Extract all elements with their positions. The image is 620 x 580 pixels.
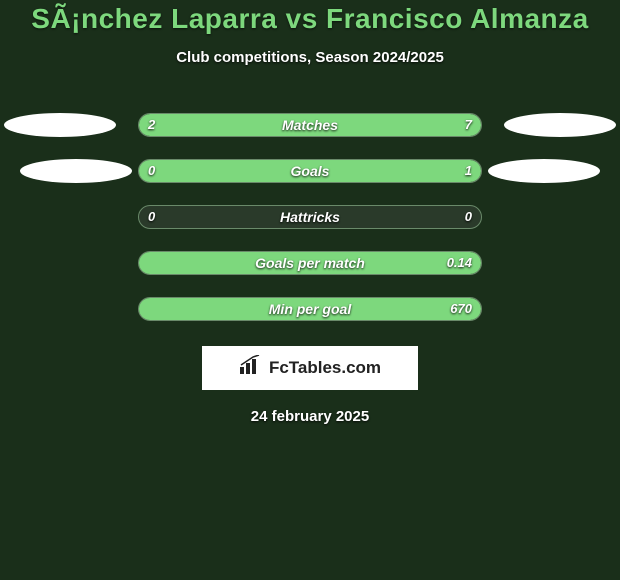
bar-chart-icon <box>239 355 263 380</box>
stat-bar-right <box>139 252 481 274</box>
subtitle: Club competitions, Season 2024/2025 <box>0 49 620 102</box>
stat-bar-track <box>138 251 482 275</box>
brand-text: FcTables.com <box>269 358 381 378</box>
stat-row: Hattricks00 <box>0 194 620 240</box>
stat-bar-track <box>138 113 482 137</box>
stat-bar-left <box>139 114 214 136</box>
page-title: SÃ¡nchez Laparra vs Francisco Almanza <box>0 4 620 49</box>
date-line: 24 february 2025 <box>0 390 620 425</box>
stat-bar-right <box>139 160 481 182</box>
stat-bar-track <box>138 159 482 183</box>
player-marker-right <box>504 113 616 137</box>
stat-rows: Matches27Goals01Hattricks00Goals per mat… <box>0 102 620 332</box>
stat-bar-track <box>138 205 482 229</box>
stat-row: Goals per match0.14 <box>0 240 620 286</box>
stat-bar-right <box>214 114 481 136</box>
stat-bar-track <box>138 297 482 321</box>
stat-row: Matches27 <box>0 102 620 148</box>
player-marker-left <box>20 159 132 183</box>
stat-bar-right <box>139 298 481 320</box>
stat-row: Goals01 <box>0 148 620 194</box>
brand-badge: FcTables.com <box>202 346 418 390</box>
player-marker-left <box>4 113 116 137</box>
stat-row: Min per goal670 <box>0 286 620 332</box>
player-marker-right <box>488 159 600 183</box>
comparison-infographic: SÃ¡nchez Laparra vs Francisco Almanza Cl… <box>0 0 620 425</box>
